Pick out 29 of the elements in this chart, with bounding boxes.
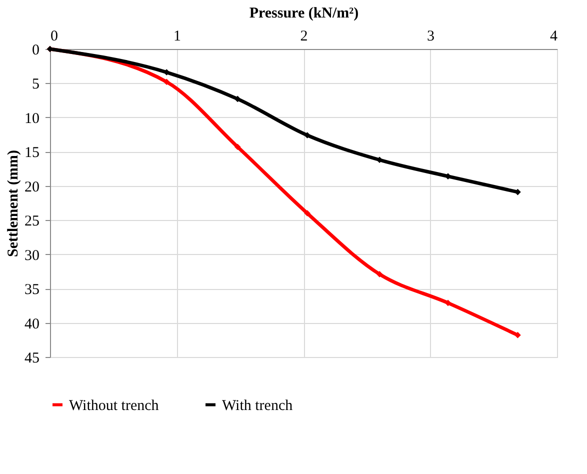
point	[234, 96, 241, 102]
y-tick-label: 35	[24, 282, 40, 298]
point	[163, 78, 170, 86]
point	[376, 156, 383, 164]
x-tick-label: 4	[550, 28, 558, 44]
y-tick-label: 25	[24, 214, 40, 230]
y-tick-label: 20	[24, 179, 40, 196]
y-tick-label: 10	[24, 110, 40, 127]
point	[444, 300, 452, 306]
x-tick-label: 1	[174, 28, 181, 44]
x-tick-label: 3	[427, 28, 434, 44]
y-tick-label: 40	[24, 316, 40, 332]
x-tick-label: 0	[50, 28, 58, 44]
y-axis-title: Settlement (mm)	[6, 150, 22, 258]
point	[304, 210, 310, 216]
point	[514, 188, 521, 196]
x-axis-title: Pressure (kN/m²)	[249, 6, 359, 22]
y-tick-label: 30	[24, 248, 40, 264]
point	[376, 271, 383, 278]
point	[234, 144, 241, 150]
y-tick-label: 15	[24, 145, 40, 162]
point	[304, 132, 310, 138]
point	[514, 332, 521, 338]
y-tick-label: 45	[24, 350, 40, 366]
legend-label: With trench	[222, 398, 294, 414]
y-tick-label: 0	[32, 42, 40, 58]
legend-label: Without trench	[69, 398, 160, 414]
y-tick-label: 5	[32, 76, 40, 93]
x-tick-label: 2	[300, 28, 308, 44]
